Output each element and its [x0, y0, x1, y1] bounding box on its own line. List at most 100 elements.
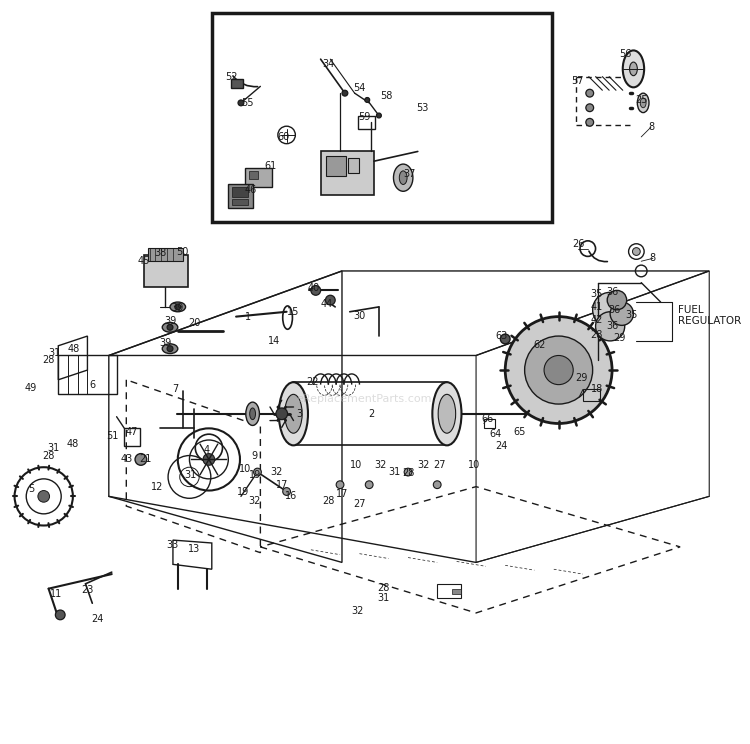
- Text: 36: 36: [606, 321, 618, 331]
- Bar: [231, 79, 243, 89]
- Text: 28: 28: [402, 468, 414, 478]
- Ellipse shape: [629, 62, 638, 76]
- Text: 28: 28: [377, 583, 390, 593]
- Circle shape: [311, 286, 320, 295]
- Circle shape: [283, 487, 290, 496]
- Text: 54: 54: [353, 83, 366, 93]
- Bar: [211, 13, 552, 222]
- Text: 1: 1: [244, 312, 250, 321]
- Circle shape: [336, 481, 344, 489]
- Bar: [326, 156, 346, 176]
- Ellipse shape: [162, 322, 178, 332]
- Text: 39: 39: [164, 316, 176, 327]
- Bar: [437, 584, 461, 598]
- Ellipse shape: [638, 93, 649, 112]
- Circle shape: [278, 126, 296, 144]
- Circle shape: [38, 490, 50, 502]
- Text: 32: 32: [248, 496, 261, 506]
- Text: 31: 31: [47, 443, 59, 453]
- Circle shape: [276, 408, 287, 420]
- Text: 39: 39: [159, 338, 171, 348]
- Text: 20: 20: [188, 318, 200, 328]
- Circle shape: [167, 346, 173, 352]
- Text: 39: 39: [172, 303, 184, 313]
- Bar: [58, 356, 116, 394]
- Circle shape: [167, 324, 173, 330]
- Text: 29: 29: [614, 333, 626, 343]
- Text: 16: 16: [285, 491, 298, 501]
- Circle shape: [506, 317, 612, 423]
- Circle shape: [610, 302, 634, 325]
- Text: 13: 13: [188, 544, 200, 554]
- Text: 30: 30: [353, 311, 365, 321]
- Text: 10: 10: [468, 461, 480, 470]
- Text: 28: 28: [43, 451, 55, 461]
- Text: 5: 5: [28, 484, 34, 493]
- Bar: [320, 152, 374, 195]
- Text: 29: 29: [574, 373, 587, 383]
- Text: 32: 32: [375, 461, 387, 470]
- Text: 23: 23: [81, 585, 94, 594]
- Circle shape: [56, 610, 65, 620]
- Text: 21: 21: [140, 455, 152, 464]
- Text: 31: 31: [378, 594, 390, 603]
- Text: 41: 41: [590, 302, 603, 312]
- Circle shape: [586, 89, 593, 97]
- Ellipse shape: [162, 344, 178, 353]
- Bar: [232, 199, 248, 205]
- Text: 24: 24: [495, 441, 508, 451]
- Text: 6: 6: [89, 379, 95, 390]
- Text: 46: 46: [244, 185, 256, 196]
- Circle shape: [433, 481, 441, 489]
- Text: 34: 34: [322, 59, 334, 69]
- Text: 3: 3: [296, 408, 302, 419]
- Text: eReplacementParts.com: eReplacementParts.com: [296, 394, 432, 404]
- Text: 10: 10: [350, 461, 361, 470]
- Bar: [144, 255, 188, 286]
- Bar: [232, 187, 248, 197]
- Circle shape: [376, 113, 381, 118]
- Text: 15: 15: [287, 307, 299, 317]
- Circle shape: [238, 100, 244, 106]
- Text: 19: 19: [250, 470, 262, 480]
- Text: 2: 2: [368, 408, 374, 419]
- Text: 64: 64: [489, 429, 502, 439]
- Text: 10: 10: [238, 464, 251, 474]
- Text: 61: 61: [264, 161, 276, 171]
- Circle shape: [586, 104, 593, 112]
- Circle shape: [632, 248, 640, 255]
- Circle shape: [326, 295, 335, 305]
- Text: 48: 48: [67, 439, 79, 449]
- Text: 53: 53: [416, 103, 429, 113]
- Circle shape: [544, 356, 573, 385]
- Ellipse shape: [279, 382, 308, 446]
- Text: 27: 27: [433, 461, 445, 470]
- Bar: [124, 429, 140, 446]
- Bar: [228, 184, 253, 208]
- Text: 66: 66: [482, 414, 494, 423]
- Text: 59: 59: [358, 112, 370, 123]
- Text: 58: 58: [380, 91, 393, 101]
- Circle shape: [586, 118, 593, 126]
- Text: 43: 43: [120, 455, 133, 464]
- Bar: [348, 158, 359, 173]
- Text: 60: 60: [278, 132, 290, 142]
- Text: 31: 31: [48, 347, 61, 358]
- Text: 52: 52: [225, 71, 238, 82]
- Text: 27: 27: [353, 499, 366, 509]
- Text: 45: 45: [137, 256, 150, 266]
- Text: 47: 47: [126, 427, 138, 437]
- Text: 18: 18: [592, 385, 604, 394]
- Ellipse shape: [432, 382, 461, 446]
- Text: 35: 35: [626, 310, 638, 320]
- Text: 33: 33: [166, 540, 179, 550]
- Text: 36: 36: [608, 305, 620, 315]
- Text: 31: 31: [388, 467, 400, 477]
- Text: 22: 22: [307, 376, 319, 387]
- Circle shape: [608, 290, 627, 310]
- Bar: [148, 248, 183, 261]
- Text: 63: 63: [495, 331, 508, 341]
- Circle shape: [254, 468, 261, 476]
- Text: 55: 55: [242, 98, 254, 108]
- Text: 49: 49: [25, 382, 38, 393]
